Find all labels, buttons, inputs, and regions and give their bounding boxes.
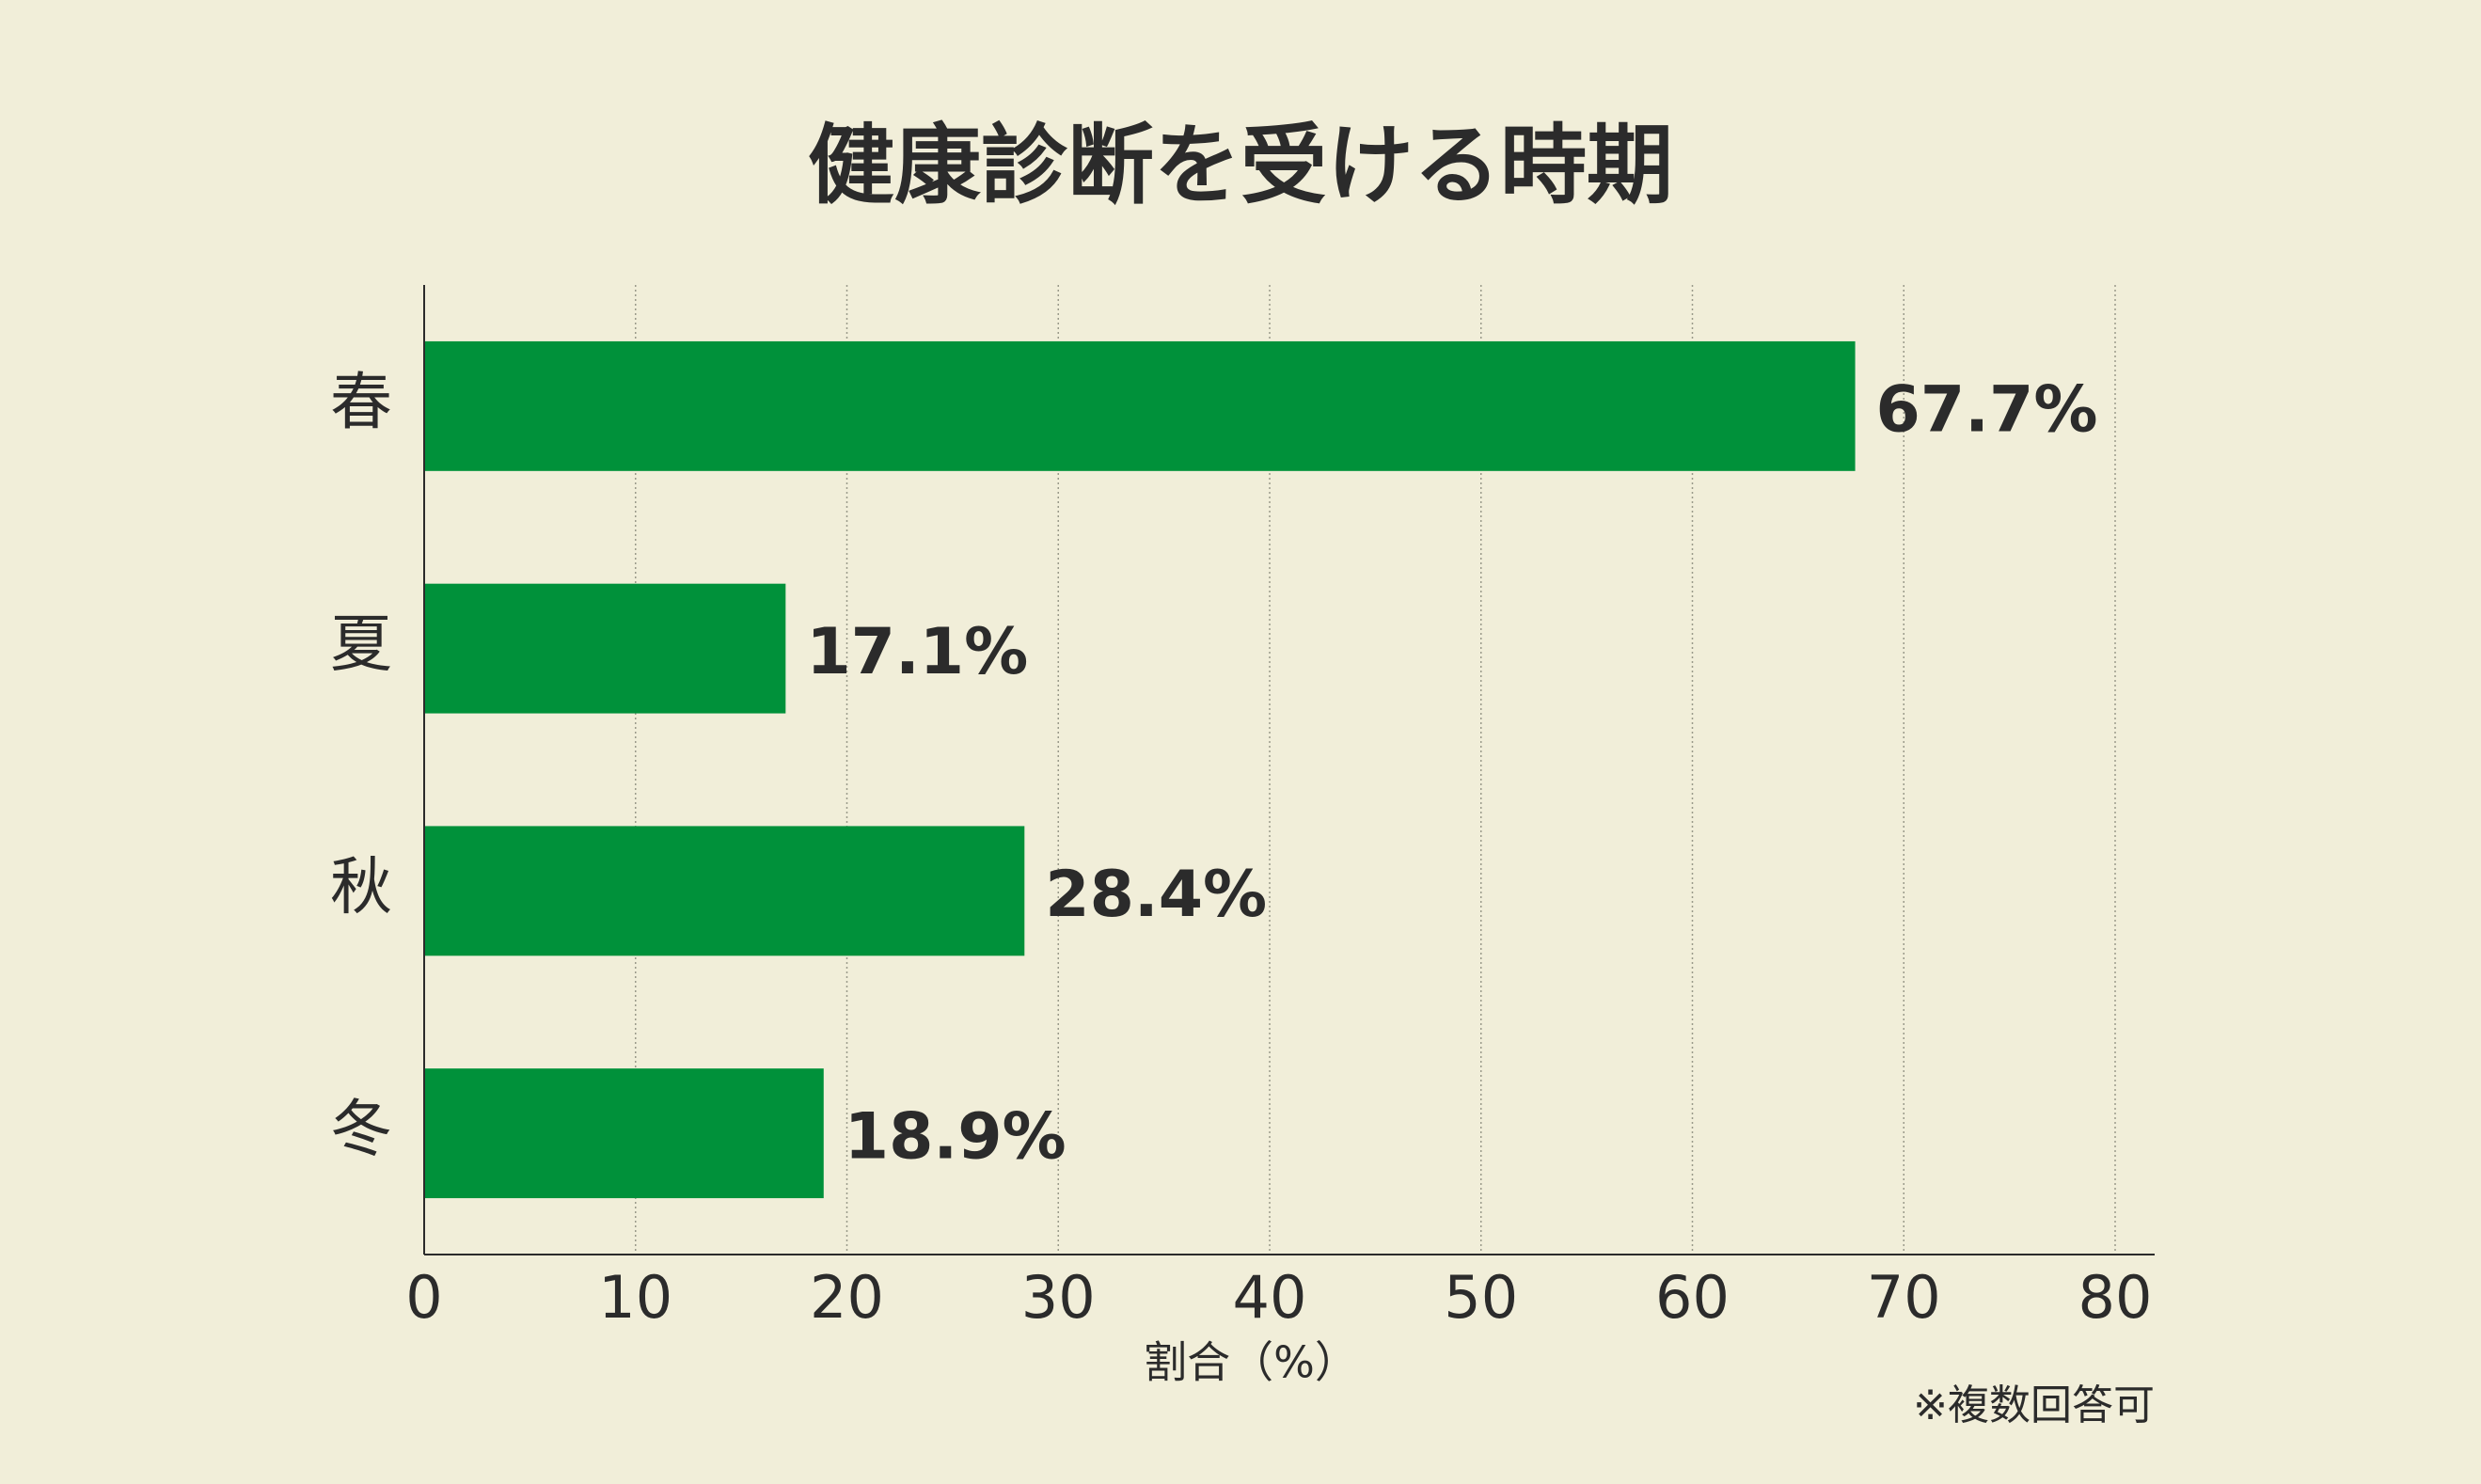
y-tick-label: 秋 [330, 850, 392, 923]
value-label: 18.9% [845, 1100, 1067, 1175]
x-axis-label: 割合（%） [1144, 1337, 1358, 1388]
bar [424, 583, 786, 714]
bar [424, 1068, 824, 1199]
x-tick-label: 40 [1233, 1263, 1307, 1332]
x-tick-label: 50 [1444, 1263, 1518, 1332]
y-tick-label: 冬 [330, 1093, 392, 1165]
x-tick-label: 60 [1655, 1263, 1730, 1332]
y-tick-label: 春 [330, 366, 392, 438]
x-tick-label: 10 [598, 1263, 672, 1332]
value-label: 17.1% [806, 615, 1028, 689]
value-label: 28.4% [1045, 858, 1267, 932]
x-tick-label: 0 [405, 1263, 442, 1332]
x-tick-label: 80 [2078, 1263, 2153, 1332]
note: ※複数回答可 [1913, 1381, 2155, 1429]
bar [424, 826, 1025, 956]
y-tick-label: 夏 [330, 608, 392, 681]
x-tick-label: 70 [1867, 1263, 1941, 1332]
bar [424, 340, 1856, 471]
value-label: 67.7% [1876, 372, 2098, 447]
x-tick-label: 20 [810, 1263, 884, 1332]
chart-title: 健康診断を受ける時期 [808, 115, 1673, 215]
x-tick-label: 30 [1021, 1263, 1096, 1332]
